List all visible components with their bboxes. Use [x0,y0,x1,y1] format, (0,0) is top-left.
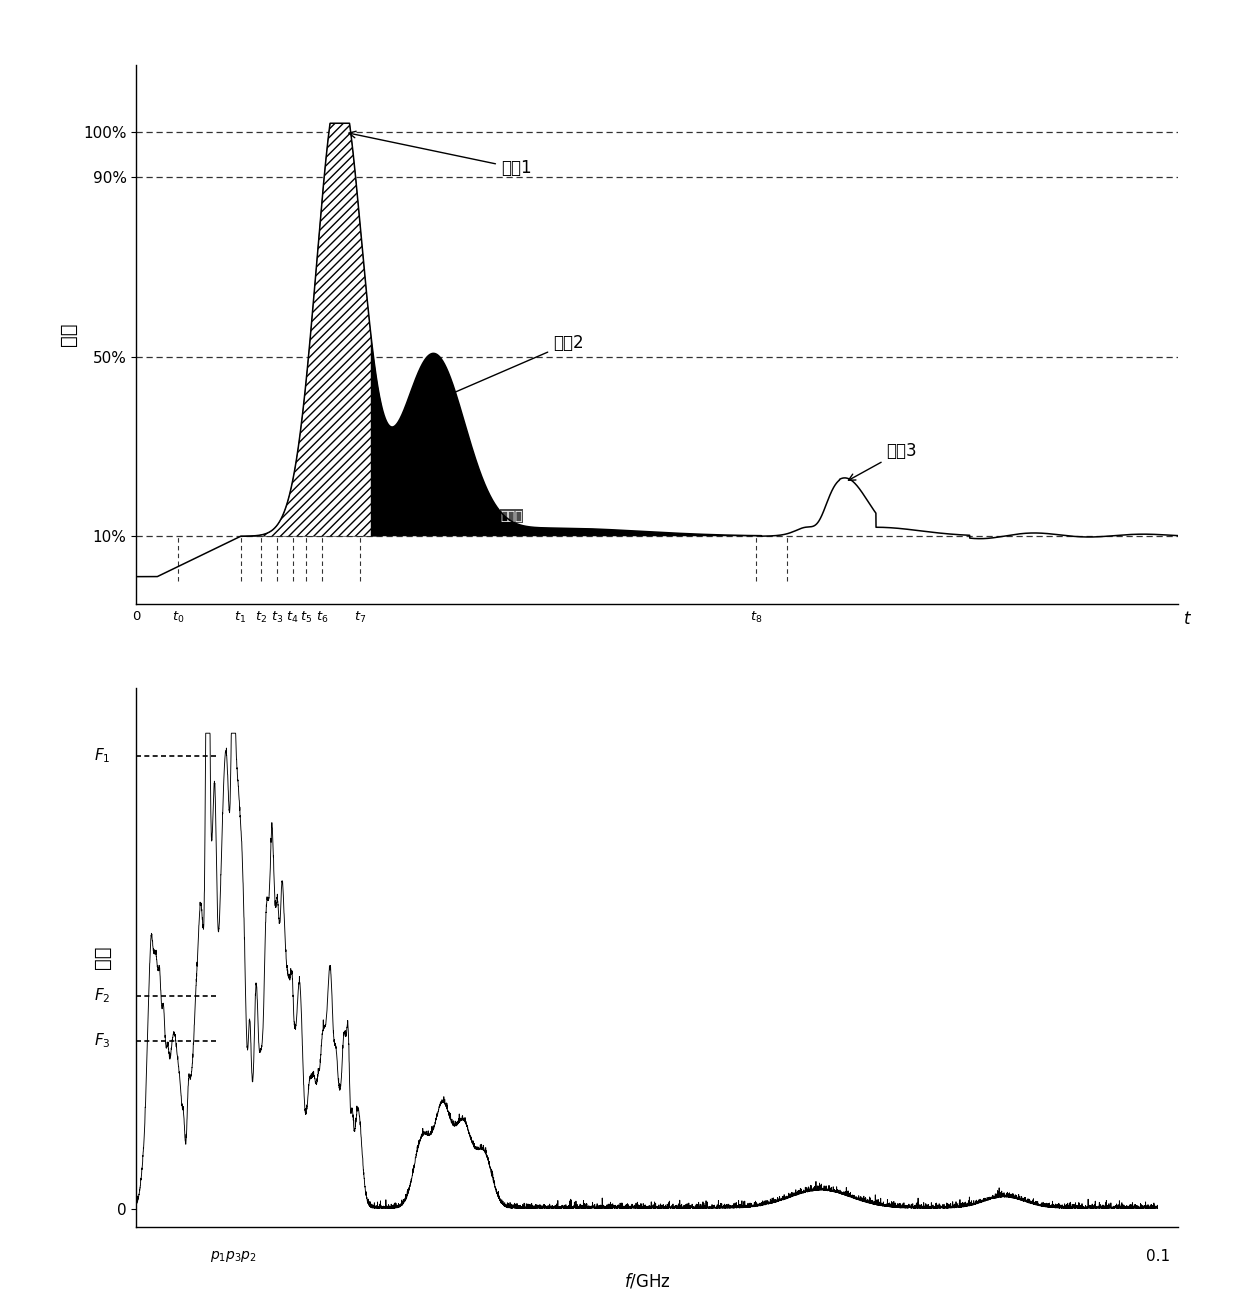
Text: $t_7$: $t_7$ [355,610,367,626]
Text: (b): (b) [644,698,671,716]
Text: $f$/GHz: $f$/GHz [624,1272,671,1292]
Text: $F_2$: $F_2$ [94,986,110,1005]
Text: $t_8$: $t_8$ [750,610,763,626]
Text: 0: 0 [133,610,140,623]
Text: $p_1p_3p_2$: $p_1p_3p_2$ [210,1249,257,1264]
Text: 面积比: 面积比 [500,510,522,523]
Text: 波峰3: 波峰3 [848,441,916,480]
Text: $t_6$: $t_6$ [316,610,329,626]
Text: $t_0$: $t_0$ [172,610,185,626]
Text: $F_1$: $F_1$ [94,746,110,766]
Text: $t_5$: $t_5$ [300,610,312,626]
Text: $t_1$: $t_1$ [234,610,247,626]
Text: $F_3$: $F_3$ [94,1032,110,1050]
Text: 波峰2: 波峰2 [438,334,584,400]
Text: $t_4$: $t_4$ [286,610,299,626]
Text: 0.1: 0.1 [1146,1249,1169,1264]
Text: $t_3$: $t_3$ [270,610,283,626]
Y-axis label: 幅値: 幅値 [58,322,78,347]
Text: 波峰1: 波峰1 [348,131,532,177]
Text: $t$: $t$ [1183,610,1192,628]
Y-axis label: 幅値: 幅値 [93,945,112,970]
Text: $t_2$: $t_2$ [255,610,268,626]
